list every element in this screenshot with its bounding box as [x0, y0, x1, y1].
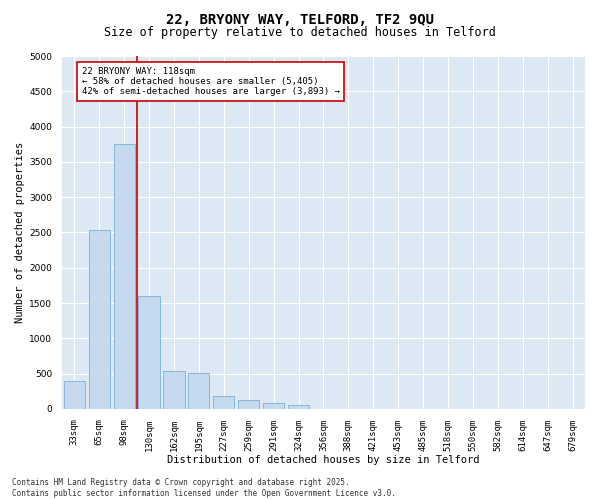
Bar: [288, 406, 309, 409]
Bar: [64, 382, 85, 409]
Text: Size of property relative to detached houses in Telford: Size of property relative to detached ho…: [104, 26, 496, 39]
Bar: [163, 371, 185, 409]
Bar: [263, 402, 284, 409]
Bar: [89, 230, 110, 409]
X-axis label: Distribution of detached houses by size in Telford: Distribution of detached houses by size …: [167, 455, 479, 465]
Text: Contains HM Land Registry data © Crown copyright and database right 2025.
Contai: Contains HM Land Registry data © Crown c…: [12, 478, 396, 498]
Y-axis label: Number of detached properties: Number of detached properties: [15, 142, 25, 323]
Bar: [213, 396, 235, 409]
Text: 22 BRYONY WAY: 118sqm
← 58% of detached houses are smaller (5,405)
42% of semi-d: 22 BRYONY WAY: 118sqm ← 58% of detached …: [82, 66, 340, 96]
Text: 22, BRYONY WAY, TELFORD, TF2 9QU: 22, BRYONY WAY, TELFORD, TF2 9QU: [166, 12, 434, 26]
Bar: [113, 144, 135, 409]
Bar: [238, 400, 259, 409]
Bar: [188, 373, 209, 409]
Bar: [139, 296, 160, 409]
